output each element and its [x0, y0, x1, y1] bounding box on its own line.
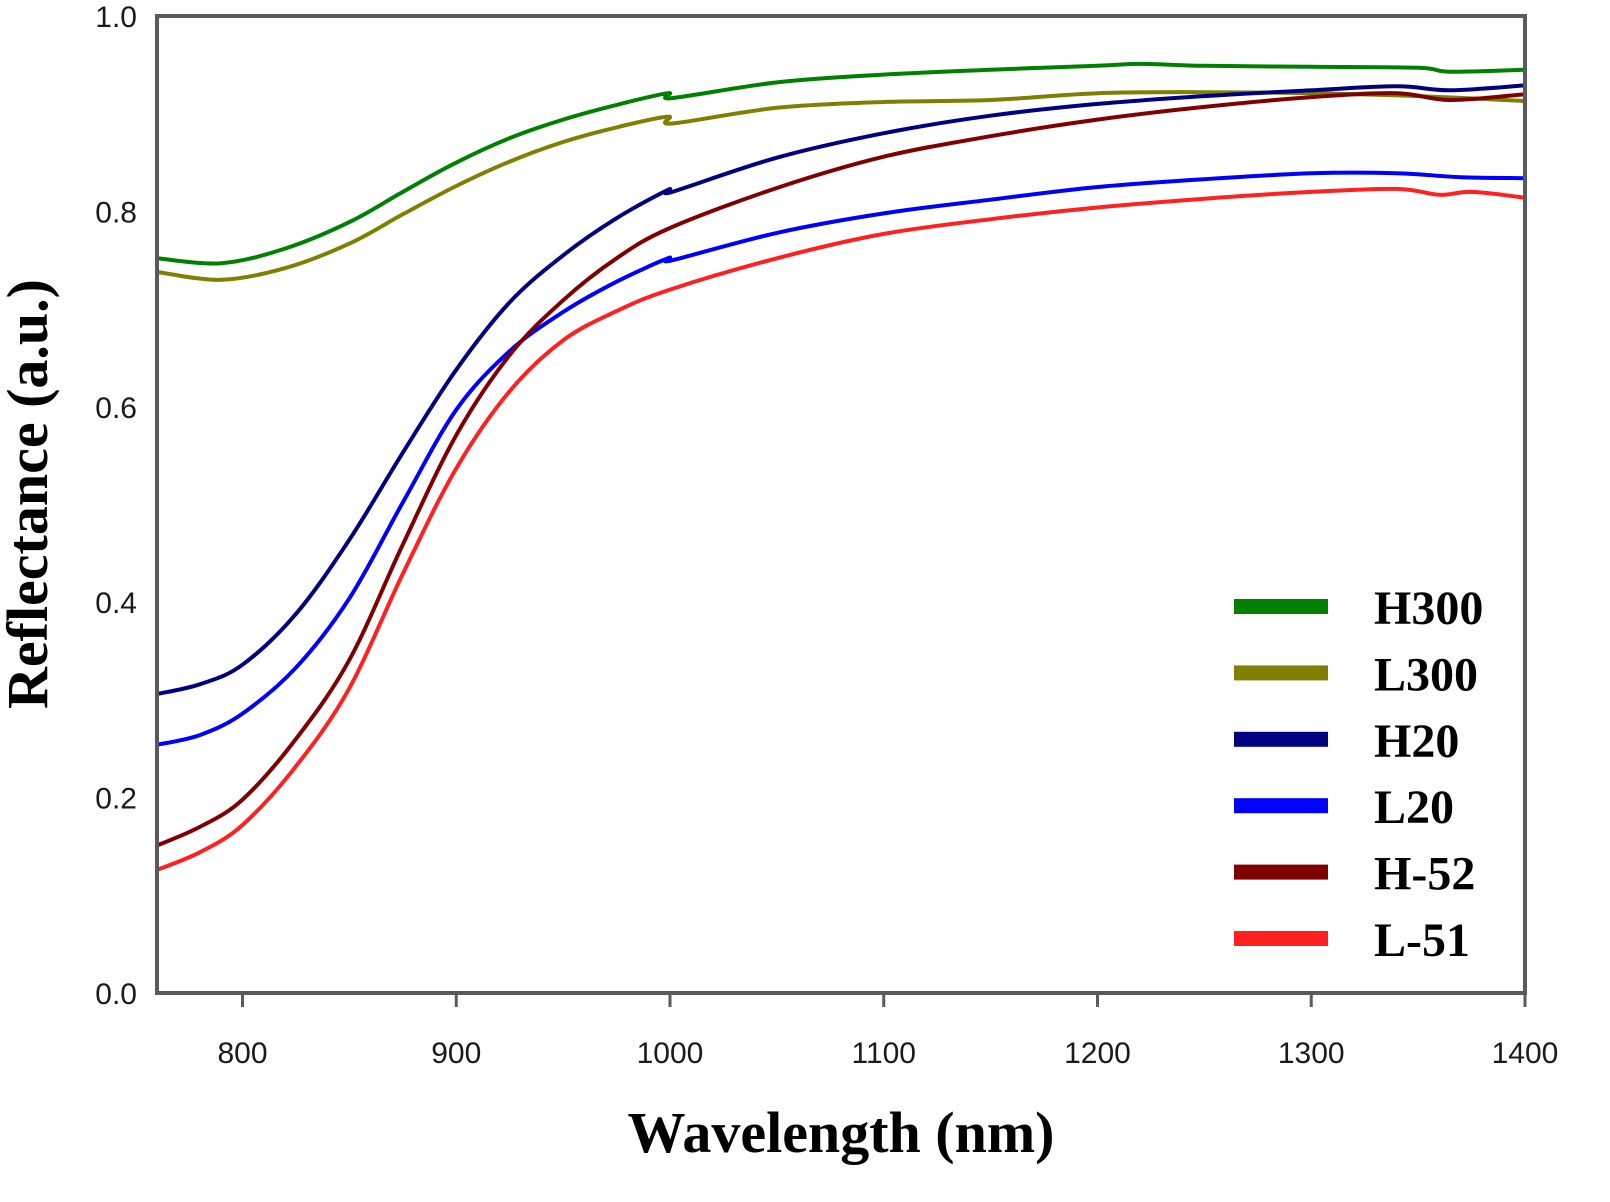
series-line-l300 [155, 90, 1527, 282]
x-tick-label: 900 [431, 1037, 481, 1070]
legend-swatch [1234, 798, 1328, 814]
x-axis-title: Wavelength (nm) [628, 1100, 1055, 1165]
x-tick-label: 1200 [1064, 1037, 1131, 1070]
series-line-l20 [155, 170, 1527, 747]
legend-item-l-51: L-51 [1234, 914, 1470, 967]
legend: H300 L300 H20 L20 H-52 L-51 [1234, 582, 1483, 967]
legend-label: H-52 [1374, 848, 1475, 901]
x-tick-label: 1000 [637, 1037, 704, 1070]
legend-swatch [1234, 864, 1328, 880]
y-tick-label: 0.2 [95, 783, 137, 816]
plot-frame [155, 14, 1527, 995]
legend-swatch [1234, 599, 1328, 614]
y-tick-label: 0.0 [95, 978, 137, 1011]
legend-item-l20: L20 [1234, 781, 1454, 834]
legend-label: L300 [1374, 648, 1478, 701]
x-tick-label: 1100 [851, 1037, 916, 1070]
x-axis: 800 900 1000 1100 1200 1300 1400 [217, 993, 1558, 1070]
legend-item-h20: H20 [1234, 715, 1459, 768]
y-tick-label: 0.8 [95, 196, 137, 229]
legend-item-h-52: H-52 [1234, 848, 1475, 901]
x-tick-label: 800 [217, 1037, 267, 1070]
y-axis-title: Reflectance (a.u.) [0, 279, 60, 709]
series-layer [155, 61, 1527, 872]
legend-swatch [1234, 931, 1328, 946]
series-line-l-51 [155, 186, 1527, 872]
legend-label: H20 [1374, 715, 1459, 768]
y-tick-label: 0.6 [95, 392, 137, 425]
legend-swatch [1234, 731, 1328, 747]
y-tick-label: 0.4 [95, 587, 137, 620]
x-tick-label: 1300 [1278, 1037, 1345, 1070]
series-line-h20 [155, 83, 1527, 696]
series-line-h300 [155, 61, 1527, 266]
x-tick-label: 1400 [1492, 1037, 1559, 1070]
legend-label: L20 [1374, 781, 1454, 834]
series-line-h-52 [155, 91, 1527, 848]
legend-item-h300: H300 [1234, 582, 1483, 635]
y-axis: 0.0 0.2 0.4 0.6 0.8 1.0 [95, 1, 137, 1011]
legend-item-l300: L300 [1234, 648, 1478, 701]
legend-label: L-51 [1374, 914, 1470, 967]
legend-label: H300 [1374, 582, 1483, 635]
legend-swatch [1234, 665, 1328, 681]
y-tick-label: 1.0 [95, 1, 137, 34]
